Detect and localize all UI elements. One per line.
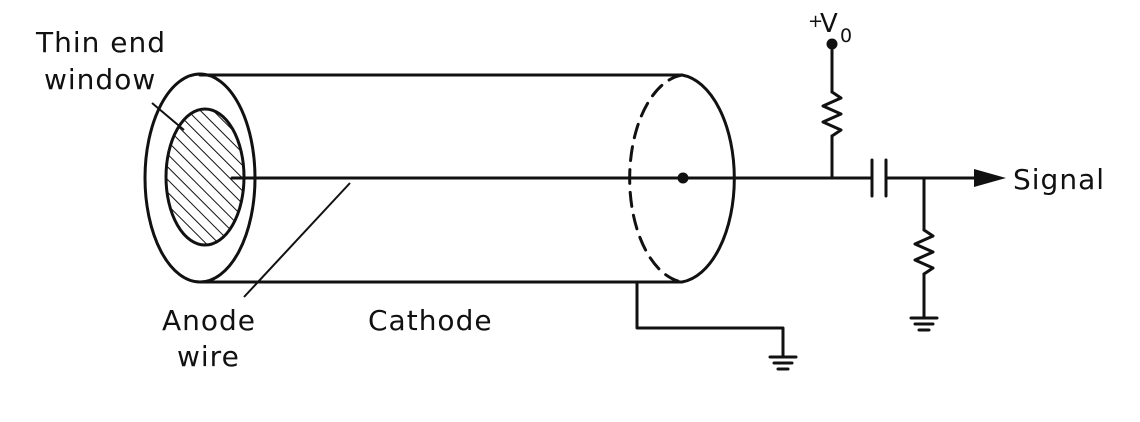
resistor-icon: [821, 90, 843, 138]
anode-leader-line: [243, 182, 351, 298]
anode-wire: [230, 172, 832, 184]
signal-output: [828, 158, 1006, 198]
window-leader-line: [151, 102, 185, 131]
supply-branch: [821, 38, 843, 180]
signal-label: Signal: [1013, 163, 1105, 196]
voltage-sign: +: [808, 11, 824, 32]
cylinder-tube: [143, 72, 736, 284]
ground-symbol-icon: [768, 355, 798, 371]
arrow-icon: [974, 169, 1006, 187]
anode-label-line2: wire: [177, 340, 240, 373]
anode-label-line1: Anode: [162, 304, 256, 337]
ground-symbol-icon: [909, 316, 939, 332]
anode-junction-dot: [677, 172, 689, 184]
output-resistor-branch: [909, 176, 939, 332]
resistor-icon: [913, 228, 935, 276]
cathode-ground-connection: [635, 280, 798, 371]
capacitor-icon: [870, 158, 888, 198]
voltage-symbol: V: [820, 9, 839, 39]
cathode-lead: [635, 280, 785, 359]
voltage-subscript: 0: [840, 25, 853, 47]
window-label-line2: window: [44, 63, 156, 96]
cathode-label: Cathode: [368, 304, 493, 337]
window-label-line1: Thin end: [35, 26, 166, 59]
